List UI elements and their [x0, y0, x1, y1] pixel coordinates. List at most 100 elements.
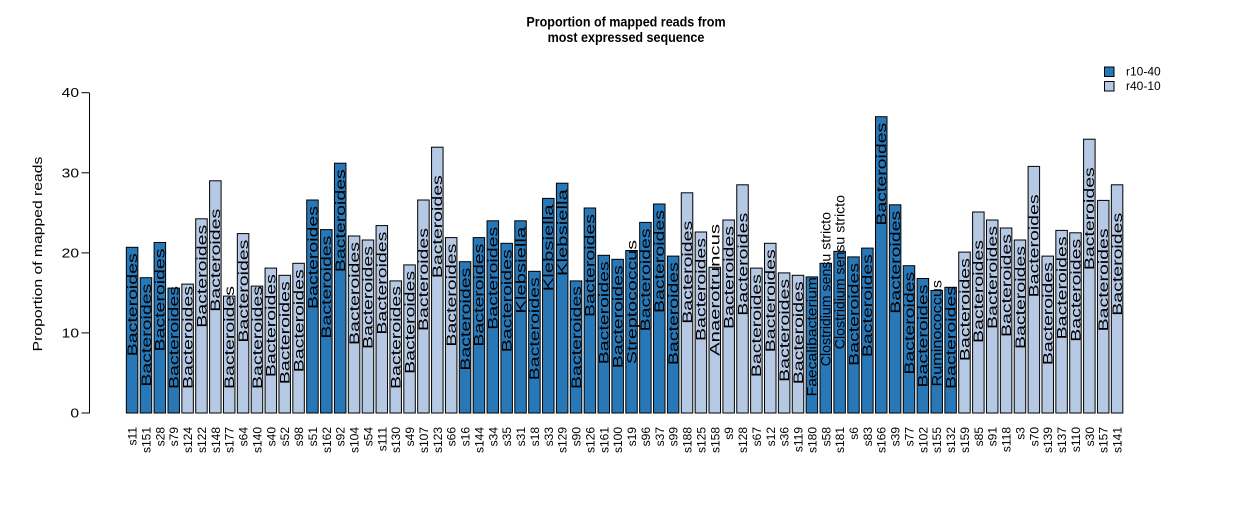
svg-text:s98: s98	[292, 427, 306, 447]
svg-text:Proportion of mapped reads fro: Proportion of mapped reads from	[526, 14, 725, 30]
svg-text:s33: s33	[542, 427, 556, 447]
svg-text:s96: s96	[639, 427, 653, 447]
svg-text:s188: s188	[681, 427, 695, 453]
svg-text:s111: s111	[375, 427, 389, 452]
svg-text:40: 40	[62, 86, 79, 100]
svg-text:Bacteroides: Bacteroides	[125, 253, 141, 356]
svg-text:s132: s132	[944, 427, 958, 453]
svg-text:s126: s126	[583, 427, 597, 453]
svg-text:s18: s18	[528, 427, 542, 447]
svg-text:s12: s12	[764, 427, 778, 447]
svg-text:Bacteroides: Bacteroides	[416, 228, 432, 331]
svg-text:20: 20	[62, 247, 79, 261]
svg-text:s91: s91	[986, 427, 1000, 447]
svg-text:s35: s35	[500, 427, 514, 447]
svg-text:s67: s67	[750, 427, 764, 447]
svg-text:s129: s129	[556, 427, 570, 453]
svg-text:Streptococcus: Streptococcus	[624, 240, 640, 364]
svg-text:Bacteroides: Bacteroides	[679, 221, 695, 324]
svg-text:s118: s118	[1000, 427, 1014, 452]
svg-text:Bacteroides: Bacteroides	[138, 284, 154, 387]
svg-text:s141: s141	[1111, 427, 1125, 453]
svg-text:s124: s124	[181, 427, 195, 453]
svg-text:s34: s34	[486, 427, 500, 447]
svg-text:Bacteroides: Bacteroides	[596, 261, 612, 364]
svg-text:s70: s70	[1027, 427, 1041, 447]
svg-text:Bacteroides: Bacteroides	[763, 249, 779, 352]
svg-text:Bacteroides: Bacteroides	[222, 286, 238, 389]
svg-text:Bacteroides: Bacteroides	[208, 209, 224, 312]
svg-text:s140: s140	[250, 427, 264, 453]
svg-text:Bacteroides: Bacteroides	[1012, 246, 1028, 349]
svg-text:Bacteroides: Bacteroides	[985, 226, 1001, 329]
svg-text:s110: s110	[1069, 427, 1083, 452]
svg-text:s148: s148	[209, 427, 223, 453]
svg-text:Bacteroides: Bacteroides	[901, 272, 917, 375]
svg-text:Bacteroides: Bacteroides	[568, 286, 584, 389]
svg-text:Anaerotruncus: Anaerotruncus	[707, 224, 723, 356]
svg-text:s128: s128	[736, 427, 750, 453]
svg-text:Bacteroides: Bacteroides	[652, 210, 668, 313]
svg-text:s104: s104	[348, 427, 362, 453]
svg-text:Bacteroides: Bacteroides	[943, 286, 959, 389]
svg-text:Bacteroides: Bacteroides	[721, 226, 737, 329]
svg-text:s158: s158	[708, 427, 722, 453]
svg-text:10: 10	[62, 327, 79, 341]
svg-text:r40-10: r40-10	[1126, 79, 1161, 93]
svg-text:s9: s9	[722, 427, 736, 440]
svg-text:Bacteroides: Bacteroides	[374, 232, 390, 335]
svg-text:r10-40: r10-40	[1126, 65, 1161, 79]
svg-text:Bacteroides: Bacteroides	[860, 254, 876, 357]
svg-text:s6: s6	[847, 427, 861, 440]
svg-text:s52: s52	[278, 427, 292, 447]
svg-text:Bacteroides: Bacteroides	[790, 281, 806, 384]
svg-text:s64: s64	[237, 427, 251, 447]
svg-text:Bacteroides: Bacteroides	[333, 169, 349, 272]
svg-text:30: 30	[62, 166, 79, 180]
svg-text:Bacteroides: Bacteroides	[1110, 213, 1126, 316]
svg-text:0: 0	[70, 407, 79, 421]
svg-text:s139: s139	[1041, 427, 1055, 453]
svg-text:s162: s162	[320, 427, 334, 453]
svg-text:s125: s125	[694, 427, 708, 453]
svg-text:s11: s11	[126, 427, 140, 446]
svg-text:Bacteroides: Bacteroides	[457, 268, 473, 371]
svg-text:s58: s58	[819, 427, 833, 447]
svg-text:s144: s144	[472, 427, 486, 453]
svg-text:Bacteroides: Bacteroides	[305, 206, 321, 309]
svg-text:s36: s36	[778, 427, 792, 447]
svg-text:s51: s51	[306, 427, 320, 447]
svg-text:s166: s166	[875, 427, 889, 453]
svg-text:Bacteroides: Bacteroides	[152, 249, 168, 352]
svg-text:Bacteroides: Bacteroides	[735, 213, 751, 316]
svg-text:Bacteroides: Bacteroides	[249, 286, 265, 389]
svg-text:Bacteroides: Bacteroides	[388, 286, 404, 389]
svg-text:Bacteroides: Bacteroides	[666, 262, 682, 365]
svg-text:Bacteroides: Bacteroides	[347, 242, 363, 345]
svg-text:s155: s155	[930, 427, 944, 453]
svg-text:Bacteroides: Bacteroides	[1068, 239, 1084, 342]
svg-text:s83: s83	[861, 427, 875, 447]
svg-text:s102: s102	[916, 427, 930, 453]
svg-text:s92: s92	[334, 427, 348, 447]
svg-text:s180: s180	[805, 427, 819, 453]
svg-text:Bacteroides: Bacteroides	[999, 234, 1015, 337]
svg-text:s39: s39	[889, 427, 903, 447]
svg-text:Bacteroides: Bacteroides	[1082, 167, 1098, 270]
svg-text:Bacteroides: Bacteroides	[846, 263, 862, 366]
svg-text:s177: s177	[223, 427, 237, 453]
svg-text:s159: s159	[958, 427, 972, 453]
svg-text:Bacteroides: Bacteroides	[971, 240, 987, 343]
svg-text:s137: s137	[1055, 427, 1069, 453]
svg-text:Bacteroides: Bacteroides	[1054, 236, 1070, 339]
svg-text:Bacteroides: Bacteroides	[402, 271, 418, 374]
svg-text:Bacteroides: Bacteroides	[1026, 194, 1042, 297]
svg-text:s100: s100	[611, 427, 625, 453]
svg-text:s3: s3	[1013, 427, 1027, 440]
svg-text:Bacteroides: Bacteroides	[1040, 262, 1056, 365]
svg-text:Bacteroides: Bacteroides	[915, 285, 931, 388]
svg-text:s122: s122	[195, 427, 209, 453]
svg-text:Klebsiella: Klebsiella	[512, 226, 528, 313]
svg-text:Bacteroides: Bacteroides	[777, 279, 793, 382]
svg-text:Bacteroides: Bacteroides	[582, 214, 598, 317]
